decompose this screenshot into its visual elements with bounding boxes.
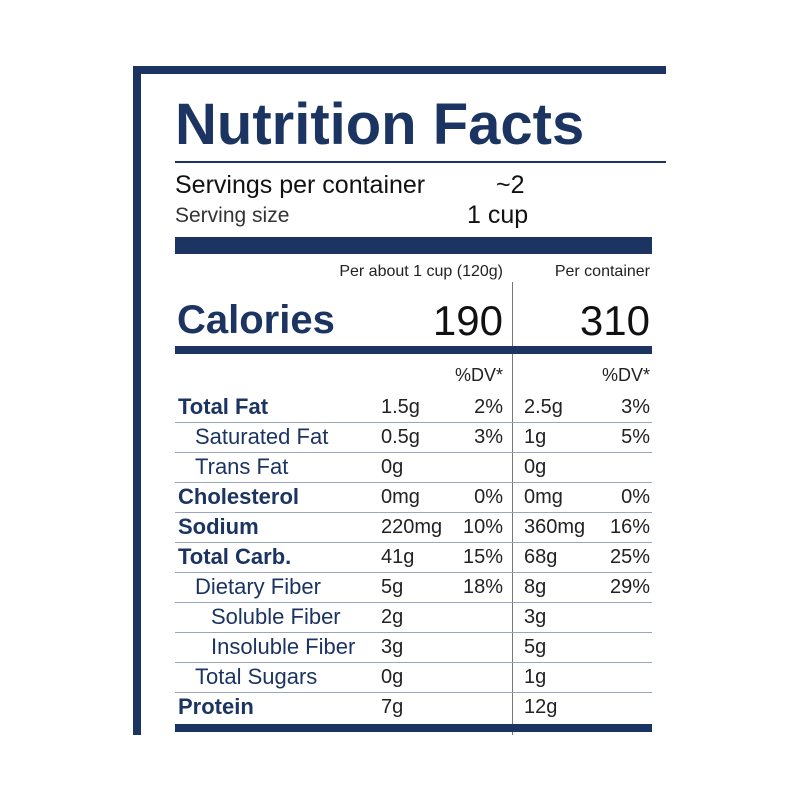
amount: 0g <box>524 456 547 478</box>
amount: 8g <box>524 576 547 598</box>
thick-bar <box>175 724 652 732</box>
dv-header: %DV* <box>454 365 503 385</box>
daily-value: 25% <box>609 546 650 568</box>
calories-value: 310 <box>579 297 650 344</box>
amount: 3g <box>381 636 404 658</box>
daily-value: 18% <box>462 576 503 598</box>
frame-top <box>133 66 666 74</box>
thick-bar <box>175 237 652 254</box>
amount: 5g <box>524 636 547 658</box>
amount: 0mg <box>524 486 563 508</box>
row-line <box>175 452 652 453</box>
serving-size-label: Serving size <box>175 204 290 227</box>
row-line <box>175 512 652 513</box>
daily-value: 2% <box>474 396 503 418</box>
row-line <box>175 692 652 693</box>
amount: 0g <box>381 666 404 688</box>
nutrient-name: Soluble Fiber <box>211 604 341 629</box>
daily-value: 10% <box>462 516 503 538</box>
amount: 0.5g <box>381 426 420 448</box>
servings-value: ~2 <box>496 171 525 199</box>
nutrient-name: Saturated Fat <box>195 424 329 449</box>
row-line <box>175 542 652 543</box>
daily-value: 3% <box>621 396 650 418</box>
nutrient-name: Insoluble Fiber <box>211 634 356 659</box>
amount: 0mg <box>381 486 420 508</box>
thick-bar <box>175 346 652 354</box>
nutrient-name: Total Fat <box>178 394 269 419</box>
row-line <box>175 482 652 483</box>
amount: 12g <box>524 696 558 718</box>
frame-left <box>133 66 141 735</box>
column-header: Per about 1 cup (120g) <box>339 263 503 280</box>
amount: 2.5g <box>524 396 563 418</box>
nutrient-name: Protein <box>178 694 254 719</box>
amount: 41g <box>381 546 415 568</box>
daily-value: 16% <box>609 516 650 538</box>
amount: 3g <box>524 606 547 628</box>
row-line <box>175 422 652 423</box>
row-line <box>175 572 652 573</box>
daily-value: 5% <box>621 426 650 448</box>
amount: 1g <box>524 666 547 688</box>
servings-label: Servings per container <box>175 171 426 199</box>
nutrient-name: Total Carb. <box>178 544 292 569</box>
daily-value: 3% <box>474 426 503 448</box>
row-line <box>175 632 652 633</box>
amount: 360mg <box>524 516 586 538</box>
nutrient-name: Dietary Fiber <box>195 574 321 599</box>
amount: 5g <box>381 576 404 598</box>
row-line <box>175 602 652 603</box>
calories-label: Calories <box>177 298 335 342</box>
divider <box>512 282 513 735</box>
serving-size-value: 1 cup <box>467 201 529 229</box>
nutrient-name: Sodium <box>178 514 259 539</box>
daily-value: 0% <box>621 486 650 508</box>
amount: 220mg <box>381 516 443 538</box>
nutrient-name: Total Sugars <box>195 664 318 689</box>
amount: 68g <box>524 546 558 568</box>
amount: 2g <box>381 606 404 628</box>
calories-value: 190 <box>432 297 503 344</box>
amount: 1.5g <box>381 396 420 418</box>
daily-value: 15% <box>462 546 503 568</box>
nutrient-name: Cholesterol <box>178 484 300 509</box>
row-line <box>175 662 652 663</box>
amount: 1g <box>524 426 547 448</box>
nutrient-name: Trans Fat <box>195 454 289 479</box>
column-header: Per container <box>554 263 650 280</box>
daily-value: 29% <box>609 576 650 598</box>
rule <box>175 161 666 163</box>
title: Nutrition Facts <box>175 92 585 157</box>
daily-value: 0% <box>474 486 503 508</box>
amount: 7g <box>381 696 404 718</box>
amount: 0g <box>381 456 404 478</box>
dv-header: %DV* <box>601 365 650 385</box>
